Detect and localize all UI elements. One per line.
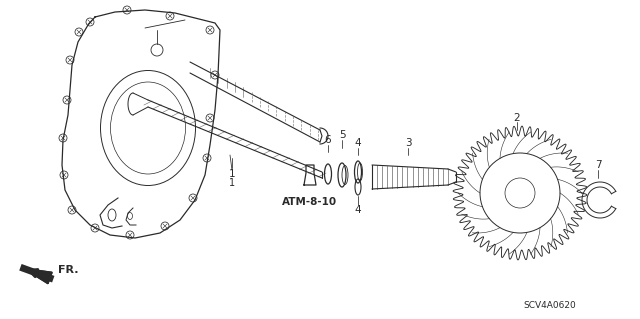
Circle shape xyxy=(505,178,535,208)
Circle shape xyxy=(480,153,560,233)
Text: 2: 2 xyxy=(514,113,520,123)
Text: 5: 5 xyxy=(339,130,346,140)
Text: 1: 1 xyxy=(229,178,235,188)
Text: ATM-8-10: ATM-8-10 xyxy=(282,197,337,207)
Text: FR.: FR. xyxy=(58,265,79,275)
Text: SCV4A0620: SCV4A0620 xyxy=(524,300,577,309)
Text: 4: 4 xyxy=(355,138,362,148)
Text: 7: 7 xyxy=(595,160,602,170)
Text: 4: 4 xyxy=(355,205,362,215)
Text: 6: 6 xyxy=(324,135,332,145)
Text: 3: 3 xyxy=(404,138,412,148)
Text: 1: 1 xyxy=(228,169,236,179)
Polygon shape xyxy=(24,268,52,284)
Polygon shape xyxy=(24,268,52,284)
